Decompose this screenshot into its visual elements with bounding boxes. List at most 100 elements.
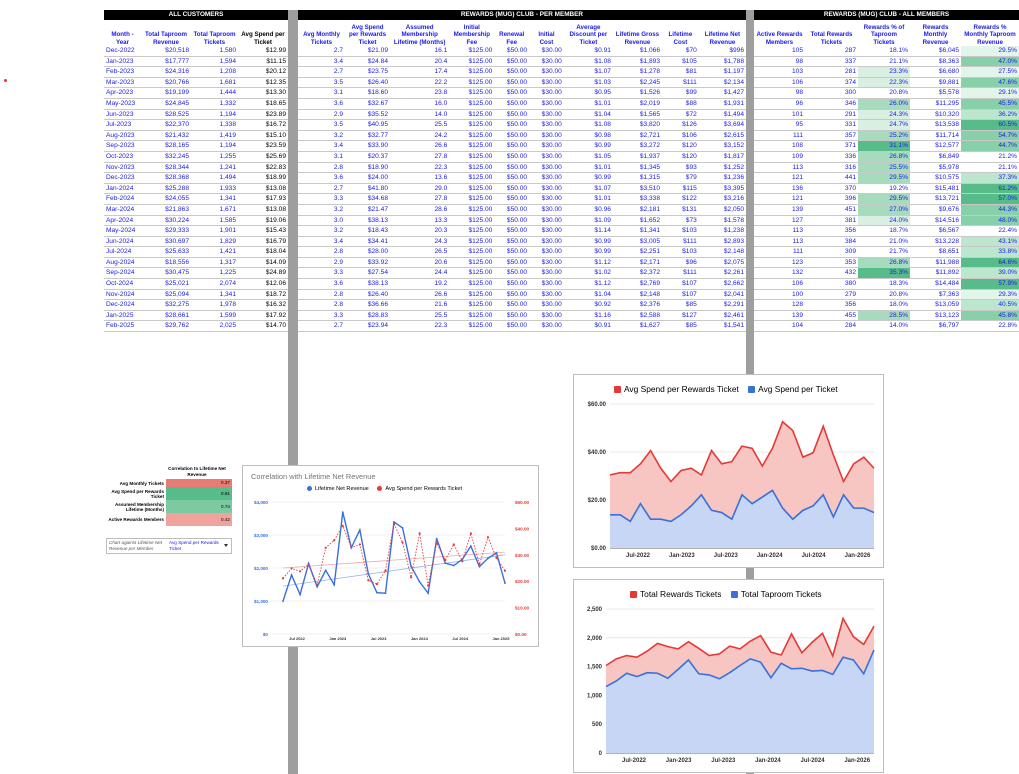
table-cell[interactable]: $9,881 bbox=[910, 77, 961, 89]
table-cell[interactable]: Jul-2024 bbox=[104, 246, 141, 258]
table-cell[interactable]: Aug-2024 bbox=[104, 257, 141, 269]
table-cell[interactable]: $3,338 bbox=[612, 193, 662, 205]
table-cell[interactable]: 3.3 bbox=[298, 193, 346, 205]
table-cell[interactable]: $125.00 bbox=[449, 236, 495, 248]
table-cell[interactable]: $1,526 bbox=[612, 87, 662, 99]
table-cell[interactable]: $13,721 bbox=[910, 193, 961, 205]
table-cell[interactable]: 19.2 bbox=[390, 278, 450, 290]
table-cell[interactable]: $111 bbox=[662, 236, 699, 248]
table-cell[interactable]: $3,395 bbox=[698, 183, 746, 195]
table-cell[interactable]: 45.8% bbox=[961, 310, 1019, 322]
table-cell[interactable]: 25.5 bbox=[390, 310, 450, 322]
table-cell[interactable]: 1,332 bbox=[191, 98, 238, 110]
table-cell[interactable]: 1,594 bbox=[191, 56, 238, 68]
table-cell[interactable]: 1,341 bbox=[191, 193, 238, 205]
table-cell[interactable]: $28,368 bbox=[141, 172, 191, 184]
avg-spend-chart[interactable]: Avg Spend per Rewards Ticket Avg Spend p… bbox=[573, 374, 884, 568]
table-cell[interactable]: 3.4 bbox=[298, 56, 346, 68]
table-cell[interactable]: $36.66 bbox=[345, 299, 391, 311]
table-cell[interactable]: 291 bbox=[805, 109, 858, 121]
table-cell[interactable]: $20.12 bbox=[238, 66, 288, 78]
table-cell[interactable]: $18.90 bbox=[345, 162, 391, 174]
table-cell[interactable]: $50.00 bbox=[494, 130, 530, 142]
table-cell[interactable]: $125.00 bbox=[449, 162, 495, 174]
table-cell[interactable]: 27.8 bbox=[390, 151, 450, 163]
table-cell[interactable]: 29.1% bbox=[961, 87, 1019, 99]
table-cell[interactable]: 17.4 bbox=[390, 66, 450, 78]
table-cell[interactable]: $3,152 bbox=[698, 140, 746, 152]
table-cell[interactable]: $125.00 bbox=[449, 183, 495, 195]
table-cell[interactable]: 22.3% bbox=[858, 77, 910, 89]
table-cell[interactable]: $11,714 bbox=[910, 130, 961, 142]
table-cell[interactable]: $24,845 bbox=[141, 98, 191, 110]
table-cell[interactable]: $125.00 bbox=[449, 225, 495, 237]
table-cell[interactable]: $13.08 bbox=[238, 204, 288, 216]
table-cell[interactable]: 2,025 bbox=[191, 320, 238, 333]
table-cell[interactable]: 1,494 bbox=[191, 172, 238, 184]
table-cell[interactable]: Sep-2024 bbox=[104, 267, 141, 280]
table-cell[interactable]: $20.37 bbox=[345, 151, 391, 163]
table-cell[interactable]: $1,427 bbox=[698, 87, 746, 99]
table-cell[interactable]: 3.1 bbox=[298, 151, 346, 163]
table-cell[interactable]: $12.99 bbox=[238, 46, 288, 57]
table-cell[interactable]: 22.4% bbox=[961, 225, 1019, 237]
table-cell[interactable]: $1.05 bbox=[563, 151, 613, 163]
table-cell[interactable]: 14.0 bbox=[390, 109, 450, 121]
table-cell[interactable]: $125.00 bbox=[449, 140, 495, 152]
table-cell[interactable]: $73 bbox=[662, 215, 699, 227]
table-cell[interactable]: 1,444 bbox=[191, 87, 238, 99]
table-cell[interactable]: 121 bbox=[754, 172, 805, 184]
table-cell[interactable]: 24.3% bbox=[858, 109, 910, 121]
table-cell[interactable]: $1,345 bbox=[612, 162, 662, 174]
table-cell[interactable]: $21.09 bbox=[345, 46, 391, 57]
table-cell[interactable]: $26.40 bbox=[345, 289, 391, 301]
table-cell[interactable]: Jun-2023 bbox=[104, 109, 141, 121]
table-cell[interactable]: 1,933 bbox=[191, 183, 238, 195]
table-cell[interactable]: $26.40 bbox=[345, 77, 391, 89]
table-cell[interactable]: $106 bbox=[662, 130, 699, 142]
table-cell[interactable]: $38.13 bbox=[345, 215, 391, 227]
table-cell[interactable]: 3.6 bbox=[298, 278, 346, 290]
table-cell[interactable]: $20,518 bbox=[141, 46, 191, 57]
table-cell[interactable]: $3,005 bbox=[612, 236, 662, 248]
table-cell[interactable]: $1.16 bbox=[563, 310, 613, 322]
table-cell[interactable]: $125.00 bbox=[449, 215, 495, 227]
table-cell[interactable]: $0.96 bbox=[563, 204, 613, 216]
table-cell[interactable]: $1.07 bbox=[563, 66, 613, 78]
table-cell[interactable]: 14.0% bbox=[858, 320, 910, 333]
table-cell[interactable]: 337 bbox=[805, 56, 858, 68]
table-cell[interactable]: 1,421 bbox=[191, 246, 238, 258]
table-cell[interactable]: $3,510 bbox=[612, 183, 662, 195]
table-cell[interactable]: 111 bbox=[754, 246, 805, 258]
table-cell[interactable]: $25.69 bbox=[238, 151, 288, 163]
table-cell[interactable]: $1,341 bbox=[612, 225, 662, 237]
correlation-chart[interactable]: Correlation with Lifetime Net Revenue Li… bbox=[242, 465, 539, 647]
table-cell[interactable]: 455 bbox=[805, 310, 858, 322]
table-cell[interactable]: 2.9 bbox=[298, 257, 346, 269]
table-cell[interactable]: 3.2 bbox=[298, 130, 346, 142]
table-cell[interactable]: 101 bbox=[754, 109, 805, 121]
table-cell[interactable]: $50.00 bbox=[494, 46, 530, 57]
table-cell[interactable]: $50.00 bbox=[494, 87, 530, 99]
table-cell[interactable]: $2,261 bbox=[698, 267, 746, 280]
table-cell[interactable]: $30,697 bbox=[141, 236, 191, 248]
table-cell[interactable]: 24.3 bbox=[390, 236, 450, 248]
table-cell[interactable]: 43.1% bbox=[961, 236, 1019, 248]
table-cell[interactable]: $14.70 bbox=[238, 320, 288, 333]
table-cell[interactable]: $125.00 bbox=[449, 204, 495, 216]
table-cell[interactable]: $1.01 bbox=[563, 162, 613, 174]
table-cell[interactable]: 353 bbox=[805, 257, 858, 269]
table-cell[interactable]: $1,817 bbox=[698, 151, 746, 163]
table-cell[interactable]: $25,288 bbox=[141, 183, 191, 195]
table-cell[interactable]: $1.04 bbox=[563, 109, 613, 121]
table-cell[interactable]: $25,021 bbox=[141, 278, 191, 290]
table-cell[interactable]: 3.6 bbox=[298, 98, 346, 110]
table-cell[interactable]: $125.00 bbox=[449, 172, 495, 184]
table-cell[interactable]: $1,252 bbox=[698, 162, 746, 174]
table-cell[interactable]: 25.5% bbox=[858, 162, 910, 174]
table-cell[interactable]: 111 bbox=[754, 130, 805, 142]
table-cell[interactable]: $6,045 bbox=[910, 46, 961, 57]
table-cell[interactable]: $103 bbox=[662, 246, 699, 258]
table-cell[interactable]: 108 bbox=[754, 140, 805, 152]
table-cell[interactable]: $32.77 bbox=[345, 130, 391, 142]
